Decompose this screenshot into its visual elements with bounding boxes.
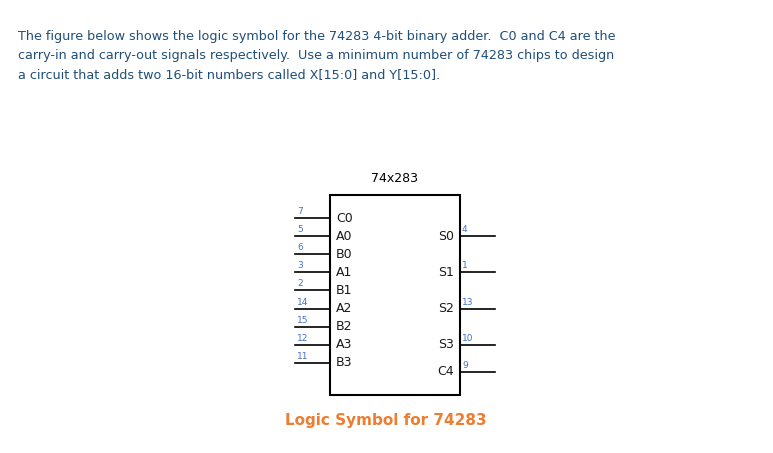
- Text: 7: 7: [297, 207, 303, 216]
- Text: C4: C4: [438, 366, 454, 378]
- Text: S0: S0: [438, 230, 454, 243]
- Text: 5: 5: [297, 225, 303, 234]
- Text: 4: 4: [462, 225, 468, 234]
- Text: A0: A0: [336, 230, 352, 243]
- Text: 1: 1: [462, 261, 468, 270]
- Text: A1: A1: [336, 266, 352, 279]
- Text: A3: A3: [336, 338, 352, 351]
- Text: The figure below shows the logic symbol for the 74283 4-bit binary adder.  C0 an: The figure below shows the logic symbol …: [18, 30, 615, 43]
- Text: 6: 6: [297, 243, 303, 252]
- Text: C0: C0: [336, 212, 352, 225]
- Text: 15: 15: [297, 316, 308, 325]
- Text: S3: S3: [438, 338, 454, 351]
- Text: 2: 2: [297, 280, 302, 289]
- Text: 11: 11: [297, 352, 308, 361]
- Text: A2: A2: [336, 302, 352, 315]
- Text: 3: 3: [297, 261, 303, 270]
- Text: 13: 13: [462, 298, 474, 307]
- Text: Logic Symbol for 74283: Logic Symbol for 74283: [285, 413, 487, 428]
- Text: 14: 14: [297, 298, 308, 307]
- Bar: [330, 195, 460, 395]
- Text: B3: B3: [336, 357, 352, 369]
- Text: B0: B0: [336, 248, 352, 261]
- Text: B2: B2: [336, 320, 352, 333]
- Text: 9: 9: [462, 361, 468, 370]
- Text: 12: 12: [297, 334, 308, 343]
- Text: S1: S1: [438, 266, 454, 279]
- Text: B1: B1: [336, 284, 352, 297]
- Text: S2: S2: [438, 302, 454, 315]
- Text: 10: 10: [462, 334, 474, 343]
- Text: 74x283: 74x283: [372, 172, 418, 185]
- Text: a circuit that adds two 16-bit numbers called X[15:0] and Y[15:0].: a circuit that adds two 16-bit numbers c…: [18, 68, 440, 81]
- Text: carry-in and carry-out signals respectively.  Use a minimum number of 74283 chip: carry-in and carry-out signals respectiv…: [18, 49, 615, 62]
